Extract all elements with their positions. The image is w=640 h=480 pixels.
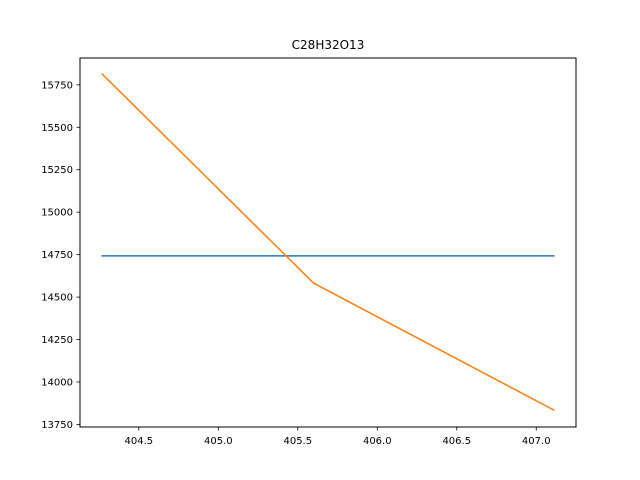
y-tick-label: 15500 (41, 123, 73, 134)
x-tick-label: 405.5 (283, 436, 312, 447)
y-tick-label: 14500 (41, 293, 73, 304)
x-tick-label: 404.5 (125, 436, 154, 447)
x-tick-label: 405.0 (204, 436, 233, 447)
y-tick-label: 15000 (41, 208, 73, 219)
y-tick-label: 14250 (41, 335, 73, 346)
y-tick-label: 15250 (41, 165, 73, 176)
x-tick-label: 406.0 (363, 436, 392, 447)
y-tick-label: 13750 (41, 420, 73, 431)
chart-title: C28H32O13 (292, 38, 365, 52)
series-line-2 (101, 73, 555, 412)
x-tick-label: 407.0 (522, 436, 551, 447)
x-axis: 404.5 405.0 405.5 406.0 406.5 407.0 (125, 427, 551, 447)
plot-frame (79, 57, 577, 428)
y-tick-label: 15750 (41, 80, 73, 91)
y-tick-label: 14000 (41, 378, 73, 389)
x-tick-label: 406.5 (442, 436, 471, 447)
series-layer (101, 73, 555, 412)
y-axis: 13750 14000 14250 14500 14750 15000 15250 15500… (41, 80, 80, 431)
y-tick-label: 14750 (41, 250, 73, 261)
